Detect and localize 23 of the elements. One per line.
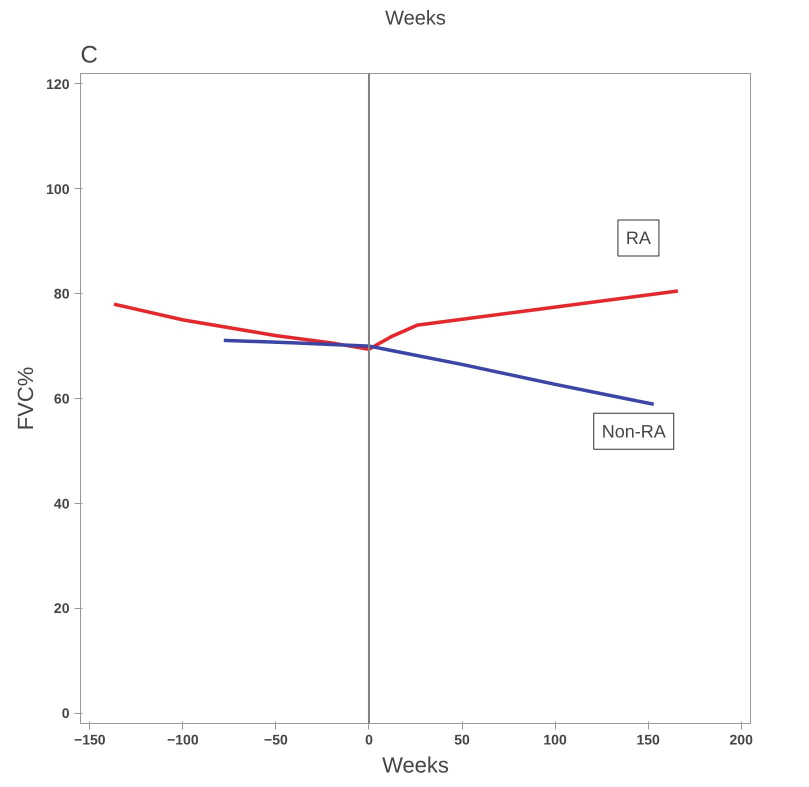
line-series — [112, 289, 680, 351]
text: RA — [626, 228, 651, 248]
text: C — [80, 42, 98, 68]
line-series — [222, 338, 656, 406]
y-tick-label: 60 — [54, 390, 70, 406]
series-label: Non-RA — [602, 421, 666, 442]
y-tick-label: 80 — [54, 286, 70, 302]
x-tick-label: −50 — [264, 732, 288, 748]
x-tick-label: 200 — [730, 732, 754, 748]
x-tick-label: 150 — [636, 732, 660, 748]
x-tick-label: −100 — [167, 732, 199, 748]
x-tick-label: −150 — [74, 732, 106, 748]
y-tick-label: 40 — [54, 495, 70, 512]
chart-title: Weeks — [385, 8, 446, 30]
y-tick-label: 0 — [62, 705, 70, 722]
x-tick-label: 100 — [543, 732, 567, 748]
x-tick-label: 0 — [365, 732, 374, 748]
x-tick-label: 50 — [454, 732, 470, 748]
x-axis-title: Weeks — [382, 752, 449, 778]
y-tick-label: 100 — [46, 180, 70, 197]
y-axis-title: FVC% — [13, 366, 38, 430]
y-tick-label: 20 — [54, 600, 70, 616]
y-tick-label: 120 — [46, 76, 70, 92]
